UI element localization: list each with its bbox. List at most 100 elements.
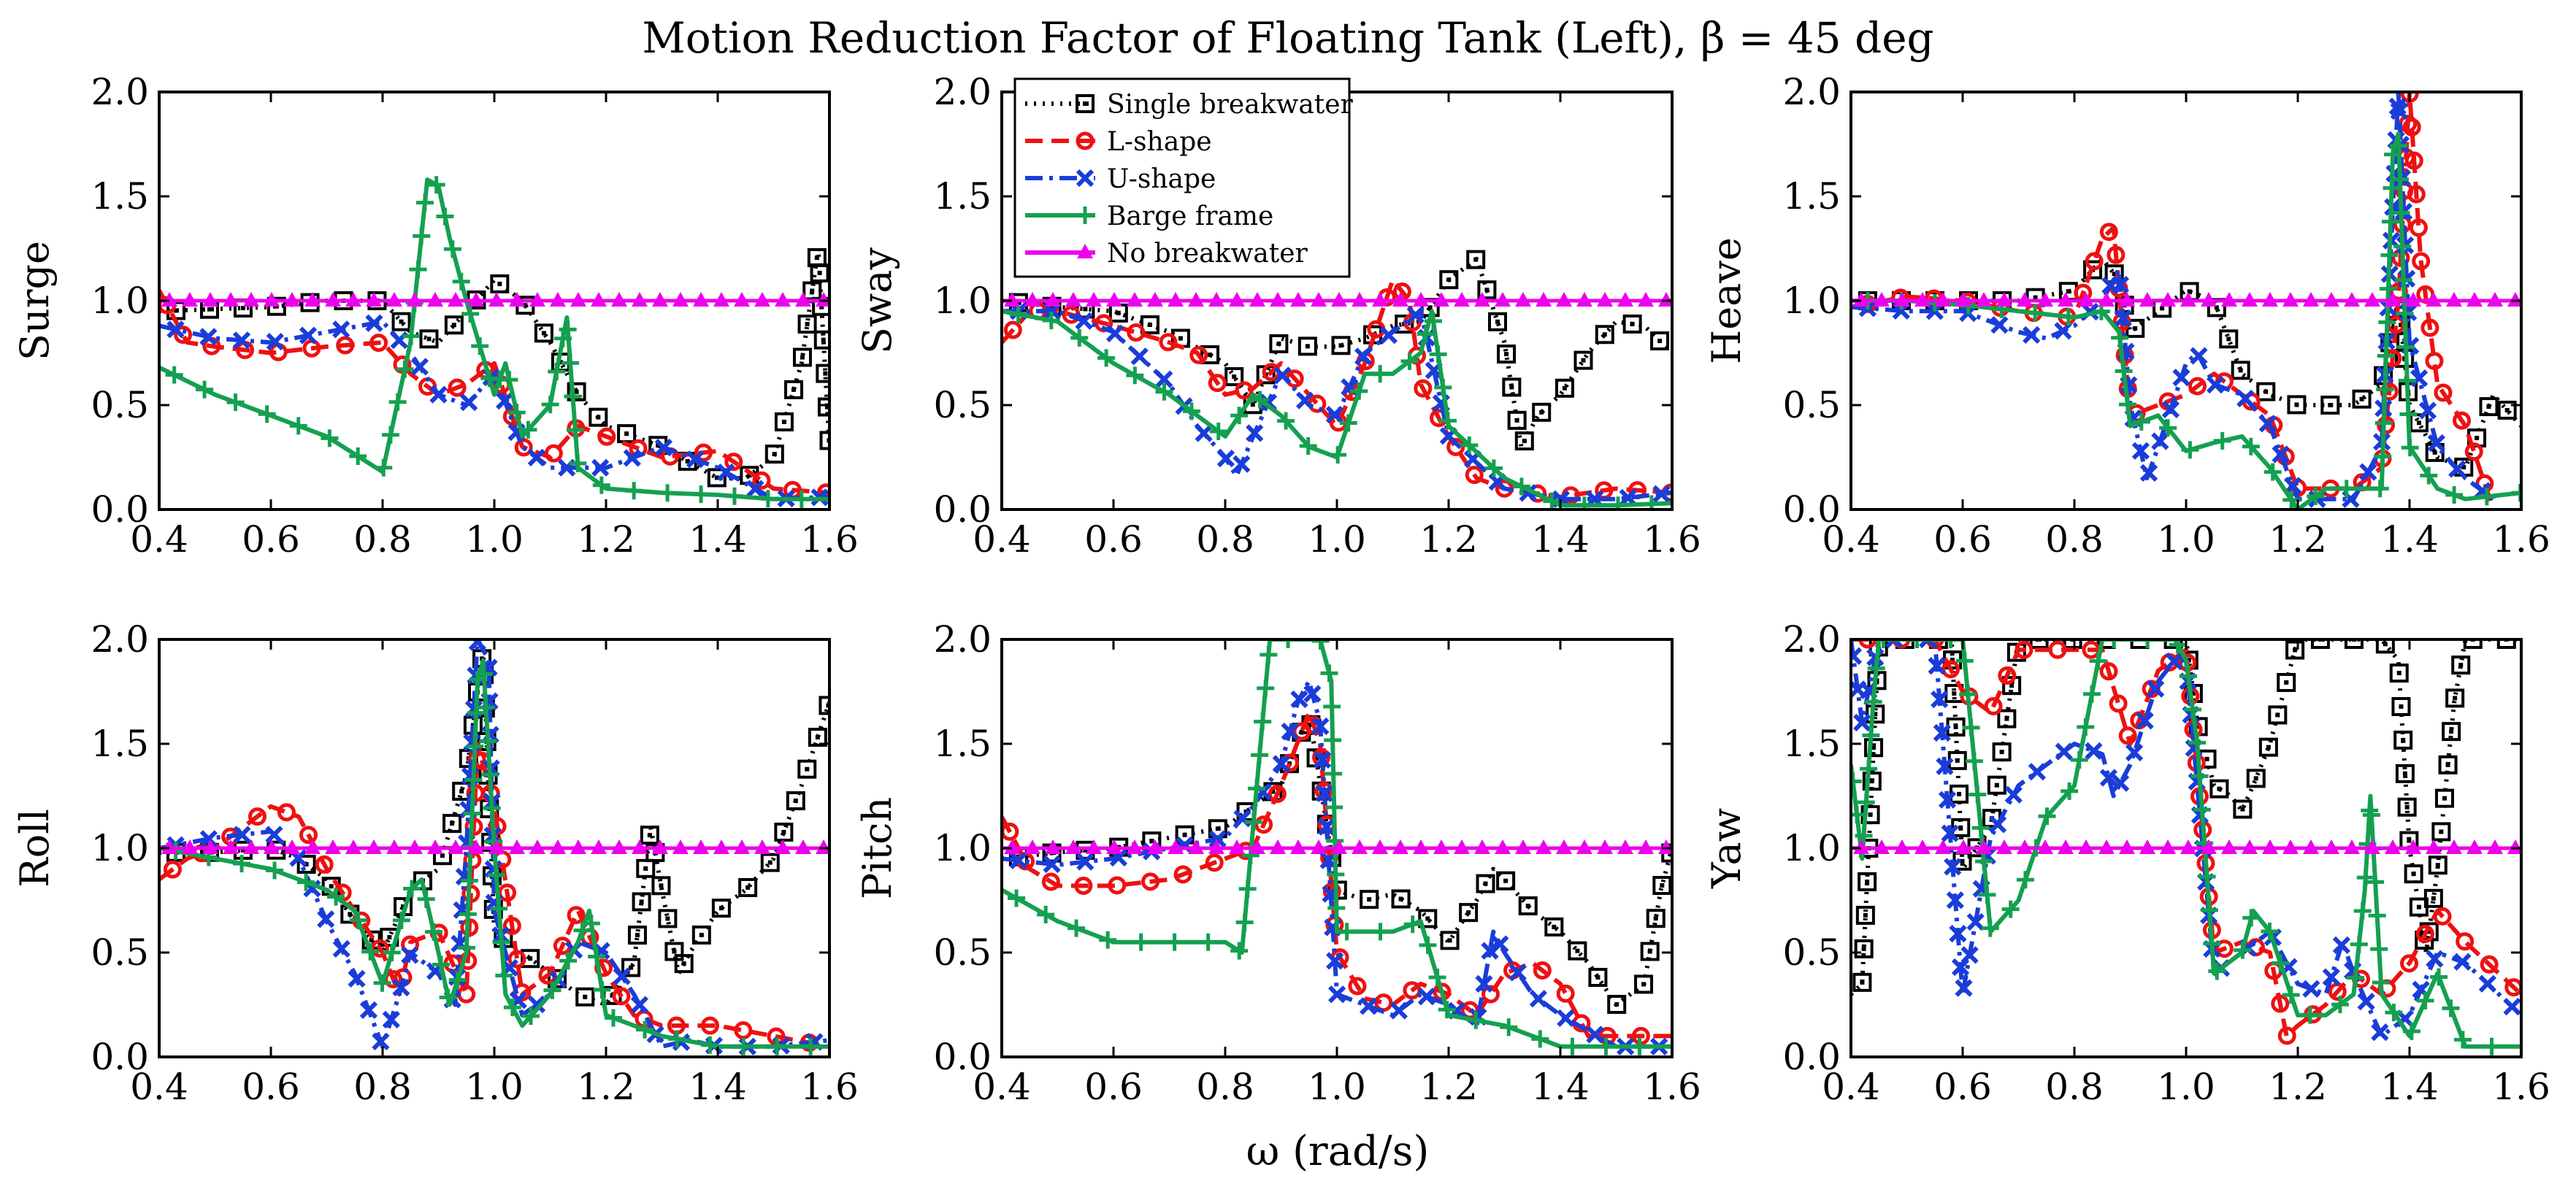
data-point [2261, 922, 2279, 940]
data-point [1857, 793, 1875, 812]
data-point [1106, 839, 1122, 854]
data-point [1325, 764, 1343, 782]
series-no-breakwater [1002, 839, 1672, 854]
data-point [2371, 1023, 2389, 1042]
data-point [1338, 923, 1356, 941]
data-point [2165, 652, 2183, 671]
y-tick-label: 1.5 [1782, 723, 1841, 765]
data-point [611, 839, 627, 854]
data-point [1481, 985, 1500, 1004]
data-point [2271, 994, 2290, 1013]
data-point [2402, 118, 2421, 136]
data-point [2487, 292, 2503, 307]
data-point [1575, 496, 1593, 509]
data-point [1074, 876, 1093, 895]
x-tick-label: 1.4 [2380, 1066, 2439, 1108]
plot-area [1851, 639, 2521, 1055]
data-point [567, 382, 586, 401]
data-point [2061, 782, 2079, 800]
x-tick-label: 1.4 [689, 1066, 747, 1108]
data-point [2322, 968, 2340, 986]
data-point [2136, 712, 2154, 730]
data-point [550, 839, 566, 854]
axes-layer: 0.4 0.6 0.8 1.0 1.2 1.4 1.6 0.0 0.5 1.0 1.5 2.0 Surg… [12, 71, 2550, 1108]
data-point [2198, 868, 2216, 886]
data-point [299, 826, 318, 845]
data-point [1941, 660, 1960, 679]
legend: Single breakwater L-shape U-shape Barge fra… [1013, 77, 1354, 278]
data-point [265, 826, 283, 844]
data-point [692, 485, 710, 504]
data-point [2190, 767, 2209, 785]
data-point [2477, 488, 2496, 506]
data-point [1311, 292, 1327, 307]
data-point [2409, 218, 2428, 237]
data-point [2377, 347, 2395, 365]
data-point [2331, 996, 2349, 1014]
data-point [1199, 933, 1217, 951]
series-line [159, 177, 829, 501]
series-line [1002, 277, 1672, 499]
data-point [2404, 864, 2423, 884]
data-point [258, 405, 276, 423]
data-point [768, 1037, 786, 1055]
data-point [759, 490, 777, 508]
series-no-breakwater [159, 292, 829, 307]
data-point [592, 476, 610, 494]
data-point [1475, 974, 1493, 993]
series-l-shape [159, 742, 829, 1053]
data-point [1938, 791, 1957, 809]
series-line [1002, 309, 1672, 501]
data-point [503, 999, 521, 1017]
data-point [1946, 891, 1964, 909]
data-point [1247, 780, 1265, 798]
data-point [1622, 314, 1642, 334]
data-point [1290, 292, 1306, 307]
data-point [452, 272, 470, 291]
data-point [1314, 750, 1332, 769]
data-point [795, 839, 811, 854]
data-point [1273, 366, 1292, 385]
data-point [1297, 336, 1317, 356]
data-point [2131, 442, 2150, 460]
data-point [182, 292, 198, 307]
data-point [1862, 772, 1882, 791]
data-point [1908, 639, 1926, 648]
data-point [1434, 378, 1452, 396]
data-point [2372, 974, 2390, 992]
data-point [1990, 316, 2009, 334]
x-tick-label: 1.6 [2492, 518, 2550, 561]
data-point [1004, 839, 1020, 854]
data-point [1855, 905, 1875, 925]
data-point [1200, 345, 1220, 365]
data-point [2302, 980, 2320, 998]
data-point [1440, 931, 1460, 950]
data-point [325, 292, 341, 307]
data-point [1474, 292, 1490, 307]
data-point [2364, 839, 2380, 854]
data-point [419, 329, 439, 349]
data-point [1130, 347, 1149, 366]
data-point [1642, 495, 1660, 509]
y-axis-label: Yaw [1703, 808, 1749, 889]
data-point [1260, 646, 1278, 664]
data-point [468, 839, 484, 854]
data-point [1966, 912, 1985, 931]
y-tick-label: 0.5 [1782, 384, 1841, 426]
data-point [2180, 292, 2196, 307]
data-point [369, 334, 388, 353]
data-point [495, 966, 513, 985]
data-point [1067, 919, 1086, 937]
data-point [2350, 935, 2368, 953]
data-point [1996, 839, 2012, 854]
x-tick-label: 1.4 [2380, 518, 2439, 561]
data-point [514, 438, 533, 457]
y-axis-label: Sway [854, 247, 900, 354]
data-point [2277, 1026, 2296, 1045]
data-point [1331, 839, 1347, 854]
data-point [266, 861, 284, 880]
subplot-pitch: 0.4 0.6 0.8 1.0 1.2 1.4 1.6 0.0 0.5 1.0 1.5 2.0 Pitc… [854, 618, 1701, 1108]
data-point [2423, 888, 2443, 908]
data-point [1392, 839, 1408, 854]
data-point [507, 404, 526, 422]
